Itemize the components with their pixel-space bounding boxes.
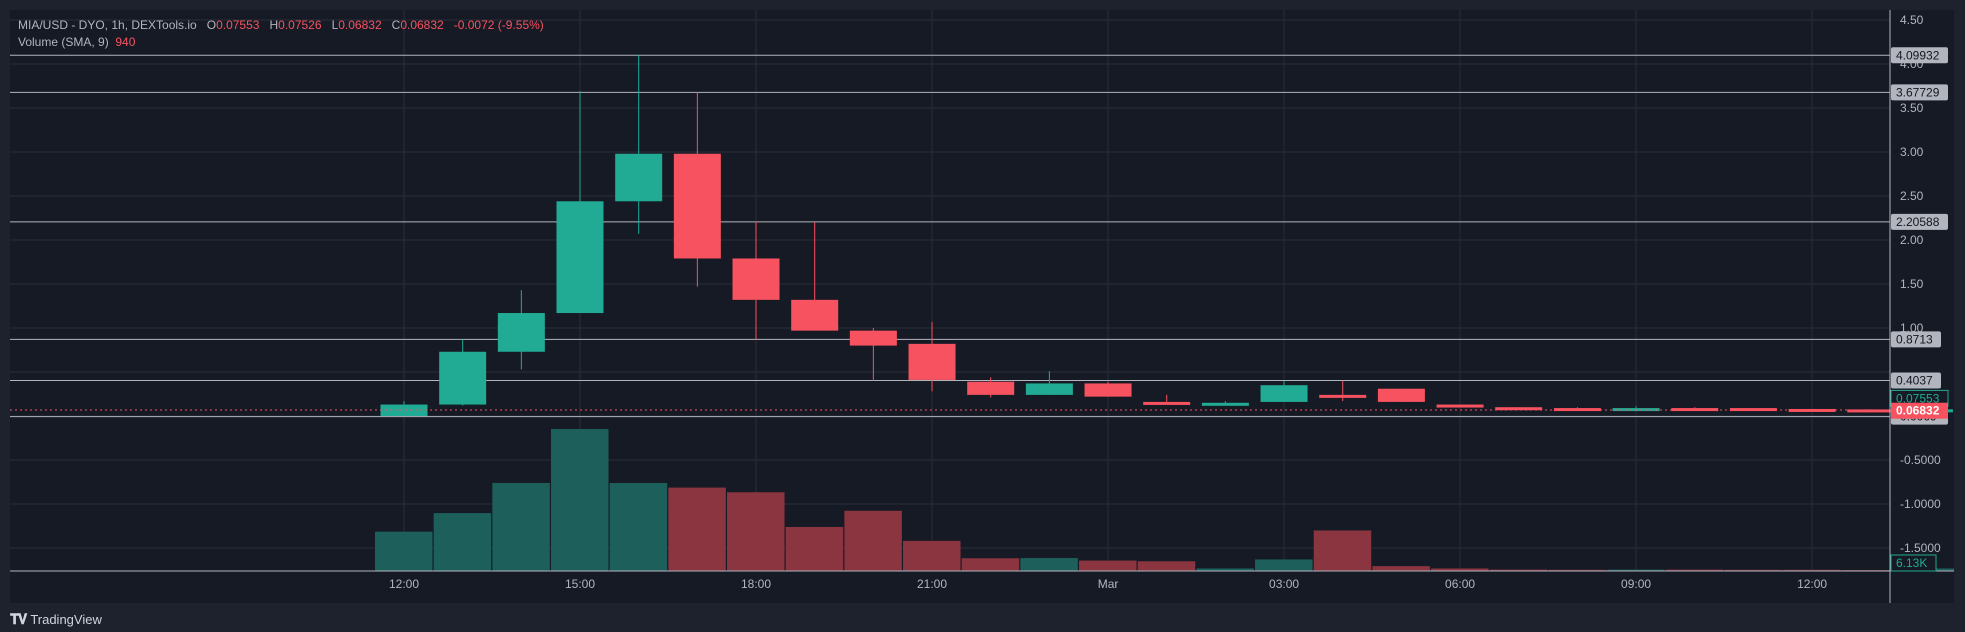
svg-text:-1.5000: -1.5000: [1900, 541, 1941, 555]
low-label: L: [331, 18, 339, 32]
svg-text:0.4037: 0.4037: [1896, 373, 1933, 387]
svg-text:6.13K: 6.13K: [1896, 556, 1927, 570]
close-label: C: [391, 18, 401, 32]
svg-text:12:00: 12:00: [1797, 577, 1827, 591]
svg-text:2.00: 2.00: [1900, 233, 1924, 247]
svg-text:2.50: 2.50: [1900, 189, 1924, 203]
open-value: 0.07553: [216, 18, 260, 32]
price-legend-row: MIA/USD - DYO, 1h, DEXTools.io O0.07553 …: [18, 17, 544, 34]
svg-text:0.8713: 0.8713: [1896, 332, 1933, 346]
high-value: 0.07526: [278, 18, 322, 32]
svg-text:4.50: 4.50: [1900, 13, 1924, 27]
footer: 𝐓𝐕 TradingView: [10, 606, 102, 632]
tradingview-logo-icon[interactable]: 𝐓𝐕: [10, 610, 27, 627]
brand-name[interactable]: TradingView: [30, 611, 102, 627]
svg-text:-1.0000: -1.0000: [1900, 497, 1941, 511]
high-label: H: [269, 18, 279, 32]
chart-legend: MIA/USD - DYO, 1h, DEXTools.io O0.07553 …: [18, 17, 544, 51]
svg-text:3.00: 3.00: [1900, 145, 1924, 159]
svg-text:0.06832: 0.06832: [1896, 404, 1940, 418]
svg-text:06:00: 06:00: [1445, 577, 1475, 591]
svg-text:18:00: 18:00: [741, 577, 771, 591]
volume-label: Volume (SMA, 9): [18, 35, 109, 49]
svg-text:3.67729: 3.67729: [1896, 85, 1940, 99]
candlestick-chart[interactable]: 4.504.003.503.002.502.001.501.00-0.5000-…: [10, 10, 1954, 603]
svg-text:0.07553: 0.07553: [1896, 391, 1940, 405]
volume-value: 940: [115, 35, 136, 49]
svg-text:09:00: 09:00: [1621, 577, 1651, 591]
svg-text:Mar: Mar: [1098, 577, 1119, 591]
volume-legend-row: Volume (SMA, 9) 940: [18, 34, 544, 51]
low-value: 0.06832: [338, 18, 382, 32]
chart-pane[interactable]: 4.50 4.00 3.50 3.00 2.50 2.00 1.50 1.00 -0.5000-…: [10, 10, 1954, 603]
svg-text:4.09932: 4.09932: [1896, 48, 1940, 62]
svg-text:1.50: 1.50: [1900, 277, 1924, 291]
svg-text:03:00: 03:00: [1269, 577, 1299, 591]
symbol-title: MIA/USD - DYO, 1h, DEXTools.io: [18, 18, 197, 32]
svg-text:3.50: 3.50: [1900, 101, 1924, 115]
svg-text:15:00: 15:00: [565, 577, 595, 591]
close-value: 0.06832: [400, 18, 444, 32]
svg-text:2.20588: 2.20588: [1896, 215, 1940, 229]
change-value: -0.0072 (-9.55%): [453, 18, 544, 32]
open-label: O: [206, 18, 217, 32]
svg-text:12:00: 12:00: [389, 577, 419, 591]
svg-text:21:00: 21:00: [917, 577, 947, 591]
svg-text:-0.5000: -0.5000: [1900, 453, 1941, 467]
